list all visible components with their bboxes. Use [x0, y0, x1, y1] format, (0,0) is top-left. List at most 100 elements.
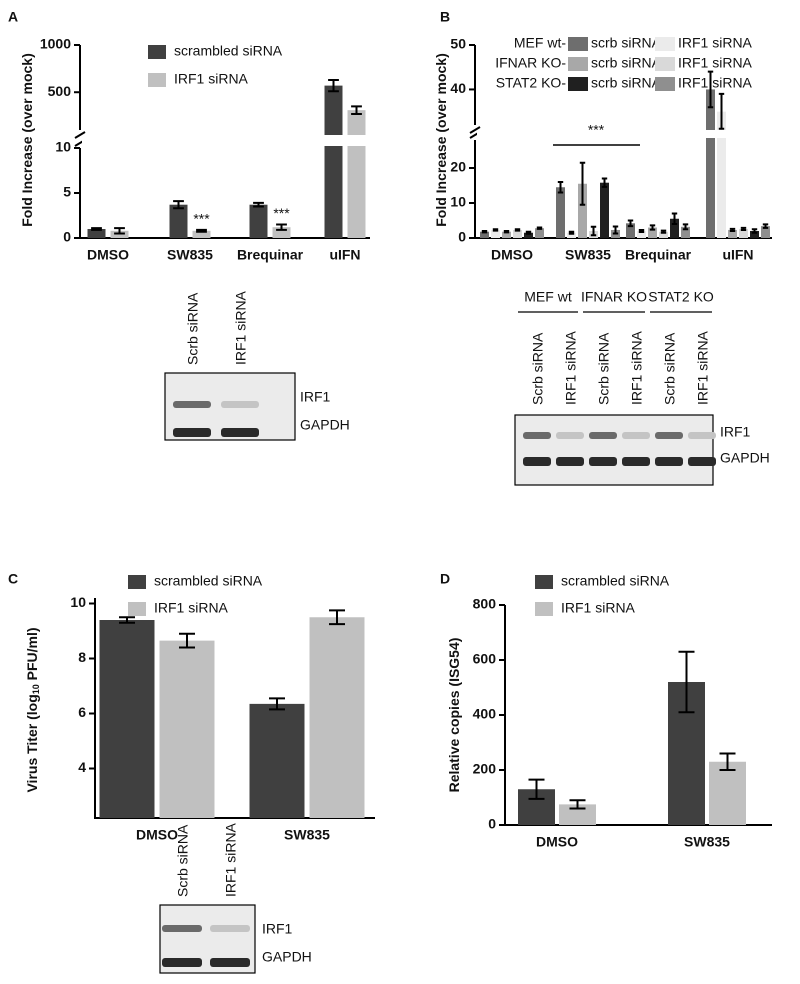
legend-swatch: [535, 602, 553, 616]
bar: [600, 182, 609, 238]
x-tick-label: uIFN: [329, 247, 360, 263]
error-bar: [568, 230, 575, 235]
blot-band: [162, 925, 202, 932]
lane-label: IRF1 siRNA: [223, 822, 239, 897]
x-tick-label: Brequinar: [237, 247, 304, 263]
y-axis-label: Virus Titer (log10 PFU/ml): [24, 627, 42, 792]
error-bar: [638, 228, 645, 234]
blot-band: [688, 432, 716, 439]
band-label: IRF1: [300, 389, 331, 405]
y-tick-label: 6: [78, 704, 86, 720]
x-tick-label: SW835: [167, 247, 213, 263]
error-bar: [329, 609, 345, 626]
legend-label: IRF1 siRNA: [678, 35, 753, 51]
error-bar: [719, 752, 736, 771]
y-axis-label: Relative copies (ISG54): [446, 638, 462, 793]
lane-label: Scrb siRNA: [530, 332, 546, 405]
y-axis-label: Fold Increase (over mock): [433, 53, 449, 227]
lane-label: IRF1 siRNA: [233, 290, 249, 365]
blot-band: [210, 958, 250, 967]
legend-swatch: [148, 45, 166, 59]
error-bar: [514, 228, 521, 232]
y-tick-label: 500: [48, 83, 72, 99]
blot-band: [162, 958, 202, 967]
bar: [556, 187, 565, 238]
legend-swatch: [655, 37, 675, 51]
error-bar: [481, 230, 488, 234]
blot-band: [523, 457, 551, 466]
panel-letter: C: [8, 571, 18, 587]
legend-swatch: [568, 77, 588, 91]
significance: ***: [588, 122, 605, 138]
x-tick-label: DMSO: [491, 247, 533, 263]
bar: [709, 761, 746, 825]
bar: [192, 230, 211, 238]
break-gap: [82, 135, 372, 146]
error-bar: [612, 225, 619, 235]
lane-label: Scrb siRNA: [596, 332, 612, 405]
y-tick-label: 10: [450, 194, 466, 210]
break-gap: [477, 130, 774, 138]
blot-band: [622, 432, 650, 439]
blot-band: [589, 457, 617, 466]
bar: [491, 229, 500, 238]
legend-swatch: [568, 37, 588, 51]
bar: [670, 218, 679, 238]
bar: [347, 110, 366, 238]
bar: [739, 228, 748, 238]
y-tick-label: 200: [473, 761, 497, 777]
legend-label: IRF1 siRNA: [154, 600, 229, 616]
error-bar: [114, 227, 125, 235]
error-bar: [119, 616, 135, 624]
lane-label: Scrb siRNA: [185, 292, 201, 365]
legend-swatch: [148, 73, 166, 87]
error-bar: [682, 223, 689, 231]
legend-swatch: [535, 575, 553, 589]
panel-letter: B: [440, 9, 450, 25]
bar: [567, 232, 576, 238]
y-tick-label: 1000: [40, 36, 71, 52]
legend-row-label: MEF wt-: [514, 35, 566, 51]
y-axis-label-text: Virus Titer (log: [24, 694, 40, 792]
x-tick-label: SW835: [284, 827, 330, 843]
blot-image: [514, 414, 714, 486]
error-bar: [328, 78, 339, 93]
legend-swatch: [655, 57, 675, 71]
error-bar: [525, 230, 532, 235]
y-tick-label: 8: [78, 649, 86, 665]
group-label: IFNAR KO: [581, 289, 647, 305]
y-axis-label-text: Relative copies (ISG54): [446, 638, 462, 793]
x-tick-label: DMSO: [136, 827, 178, 843]
bar: [717, 111, 726, 238]
error-bar: [253, 201, 264, 208]
y-axis-label: Fold Increase (over mock): [19, 53, 35, 227]
error-bar: [627, 219, 634, 228]
error-bar: [678, 650, 695, 714]
bar: [99, 620, 155, 818]
bar: [750, 231, 759, 238]
y-tick-label: 0: [488, 816, 496, 832]
error-bar: [590, 225, 597, 237]
bar: [706, 89, 715, 238]
band-label: GAPDH: [300, 417, 350, 433]
bar: [502, 231, 511, 238]
blot-band: [173, 401, 211, 408]
blot-band: [221, 401, 259, 408]
error-bar: [569, 799, 586, 810]
bar: [272, 227, 291, 238]
blot-band: [523, 432, 551, 439]
x-tick-label: Brequinar: [625, 247, 692, 263]
x-tick-label: DMSO: [87, 247, 129, 263]
bar: [728, 229, 737, 238]
bar: [559, 804, 596, 825]
significance: ***: [273, 205, 290, 221]
legend-label: scrb siRNA: [591, 55, 662, 71]
legend-label: IRF1 siRNA: [678, 75, 753, 91]
legend-row-label: STAT2 KO-: [496, 75, 567, 91]
legend-label: scrambled siRNA: [561, 573, 670, 589]
bar: [159, 640, 215, 818]
y-tick-label: 0: [63, 229, 71, 245]
axis-break: [469, 126, 481, 134]
group-label: STAT2 KO: [648, 289, 714, 305]
